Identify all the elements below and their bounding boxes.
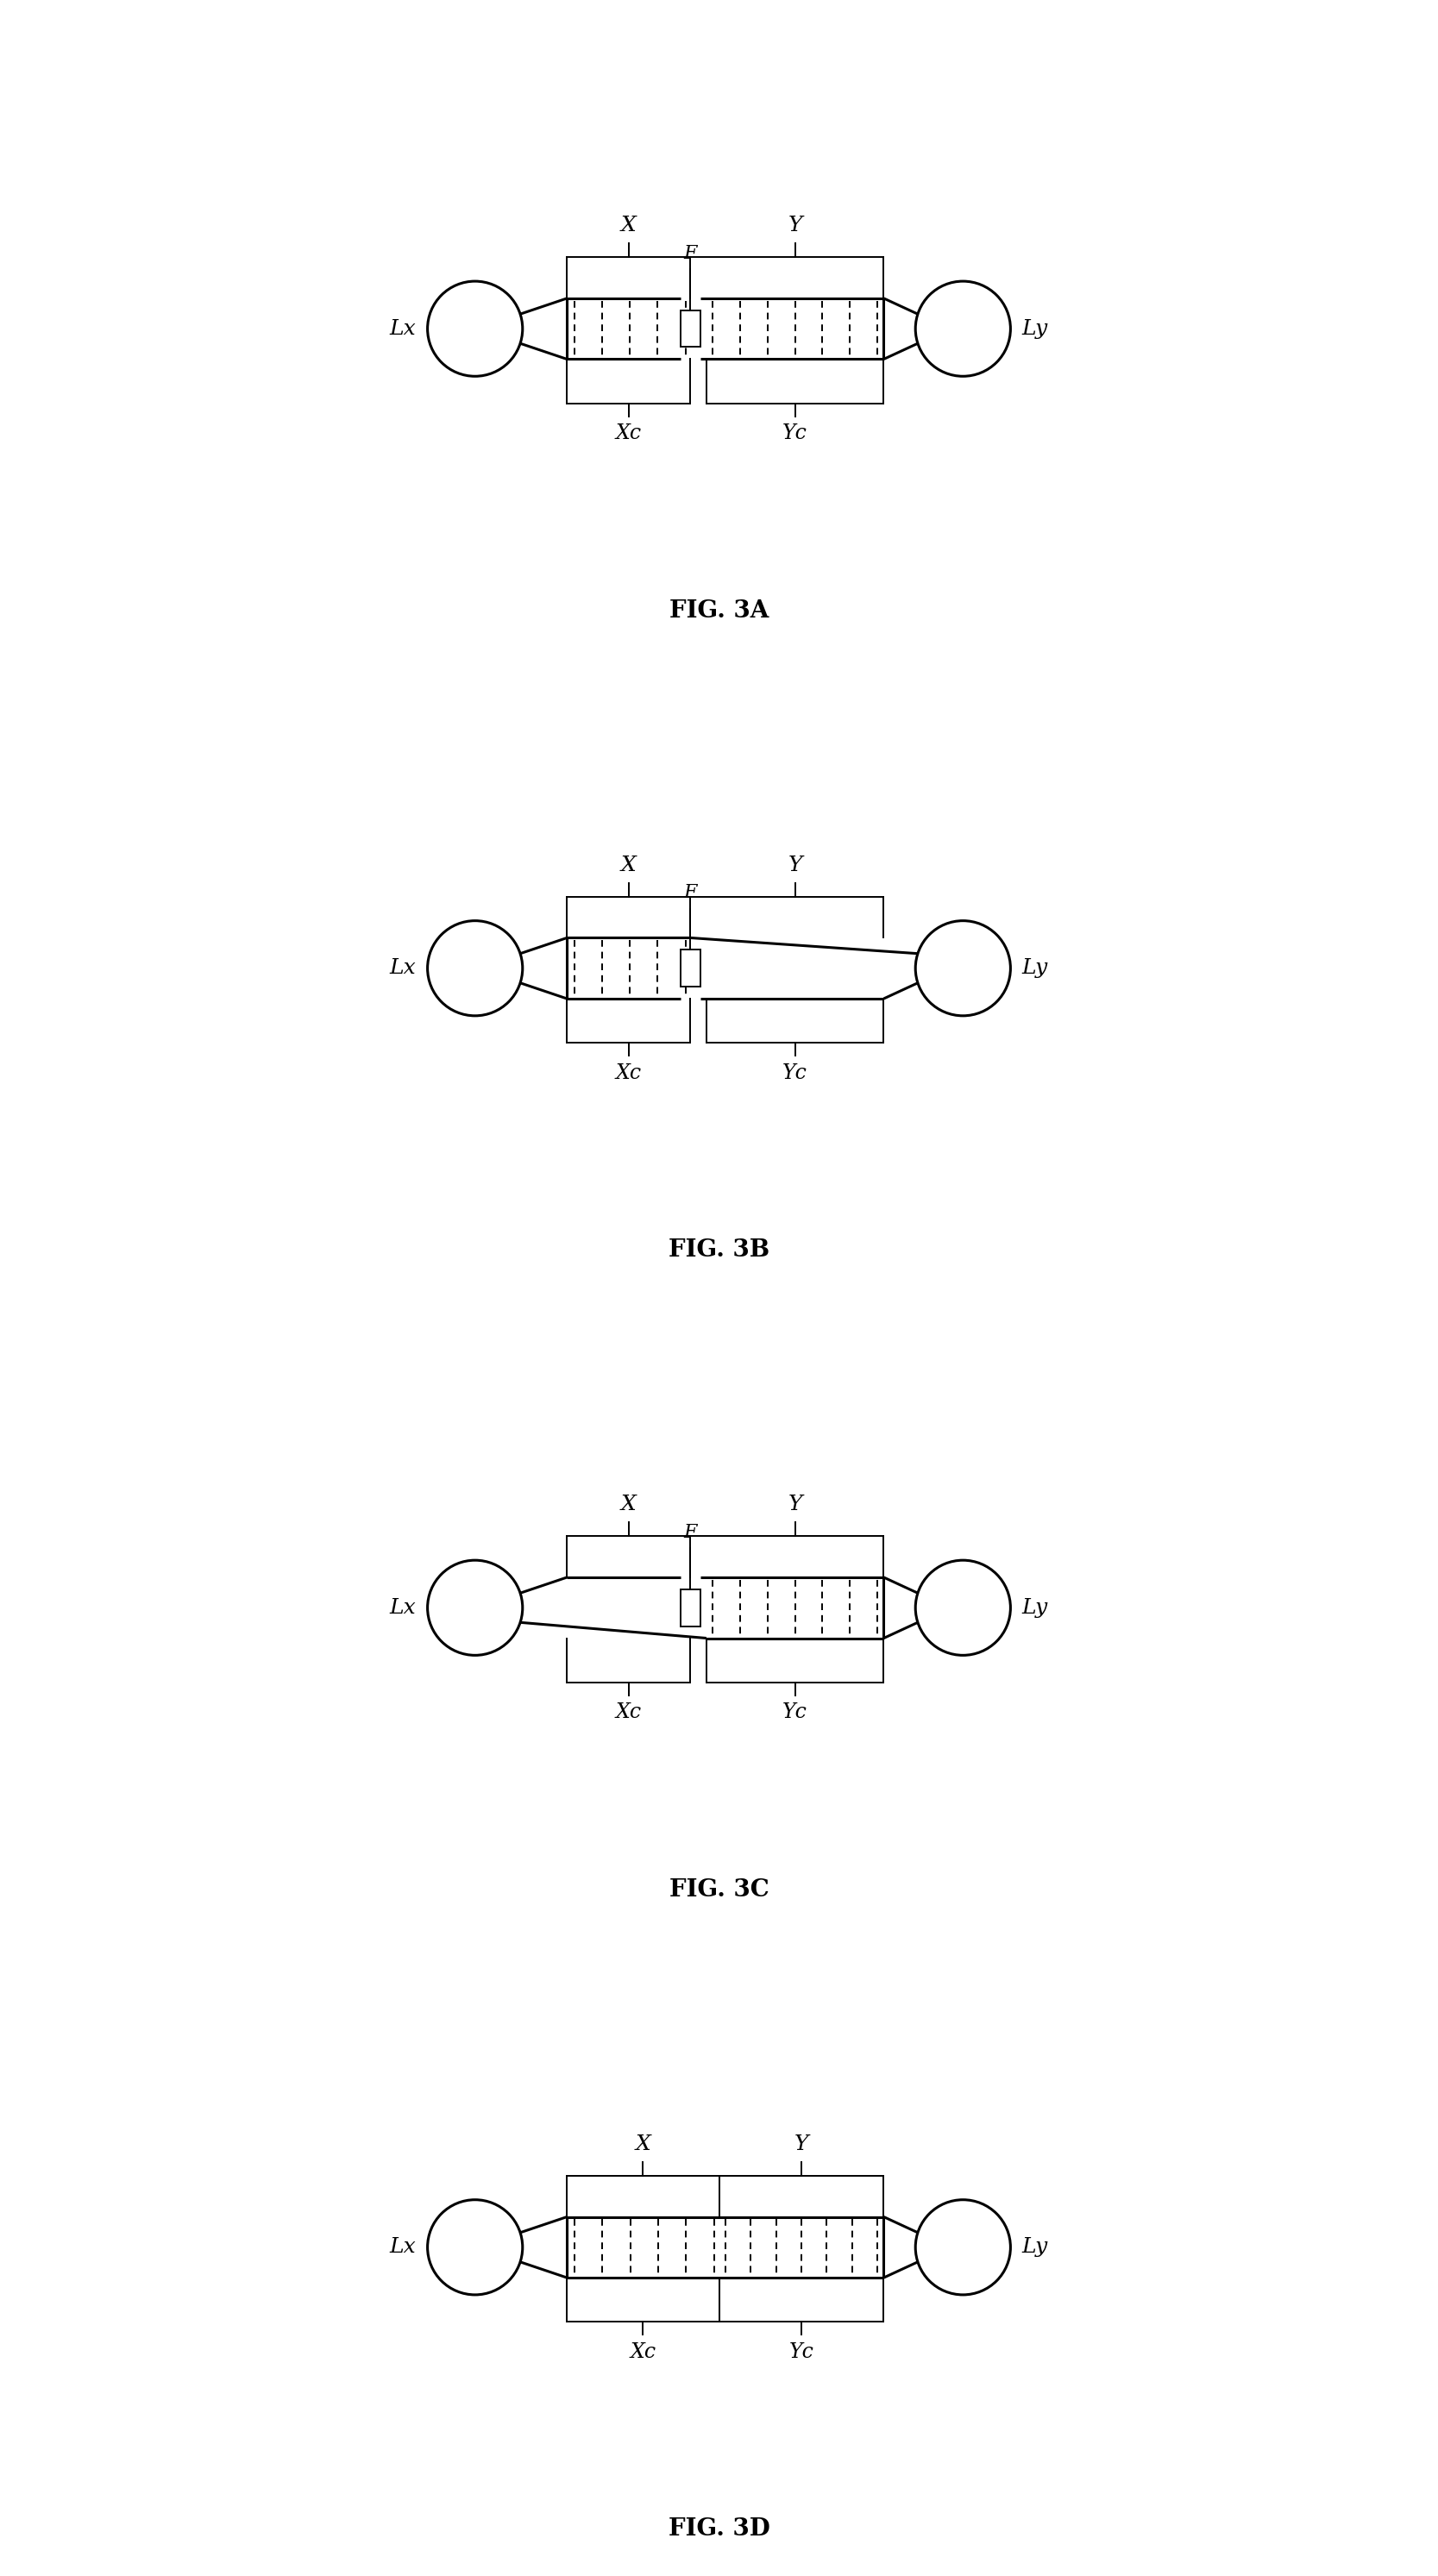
Text: Yc: Yc: [782, 425, 808, 443]
Text: F: F: [684, 1522, 697, 1543]
Text: X: X: [636, 2136, 650, 2154]
Text: F: F: [684, 884, 697, 902]
Text: Ly: Ly: [1022, 958, 1048, 979]
Text: FIG. 3C: FIG. 3C: [669, 1878, 769, 1901]
Text: Yc: Yc: [782, 1064, 808, 1082]
Text: Ly: Ly: [1022, 2239, 1048, 2257]
Text: Lx: Lx: [390, 2239, 416, 2257]
Text: Yc: Yc: [789, 2342, 814, 2362]
Text: X: X: [621, 855, 637, 876]
Text: Xc: Xc: [615, 425, 641, 443]
Text: FIG. 3A: FIG. 3A: [669, 600, 769, 623]
Text: X: X: [621, 216, 637, 234]
Text: F: F: [684, 245, 697, 263]
Text: FIG. 3D: FIG. 3D: [669, 2517, 769, 2540]
Text: Y: Y: [794, 2136, 808, 2154]
Text: Yc: Yc: [782, 1703, 808, 1723]
Bar: [680, 309, 700, 348]
Text: Y: Y: [788, 855, 802, 876]
Text: Lx: Lx: [390, 1597, 416, 1618]
Text: Lx: Lx: [390, 319, 416, 337]
Text: FIG. 3B: FIG. 3B: [669, 1239, 769, 1262]
Text: Lx: Lx: [390, 958, 416, 979]
Bar: [680, 951, 700, 987]
Text: X: X: [621, 1494, 637, 1515]
Text: Y: Y: [788, 216, 802, 234]
Text: Xc: Xc: [630, 2342, 656, 2362]
Text: Ly: Ly: [1022, 319, 1048, 337]
Text: Xc: Xc: [615, 1064, 641, 1082]
Text: Y: Y: [788, 1494, 802, 1515]
Bar: [680, 1589, 700, 1625]
Text: Ly: Ly: [1022, 1597, 1048, 1618]
Text: Xc: Xc: [615, 1703, 641, 1723]
